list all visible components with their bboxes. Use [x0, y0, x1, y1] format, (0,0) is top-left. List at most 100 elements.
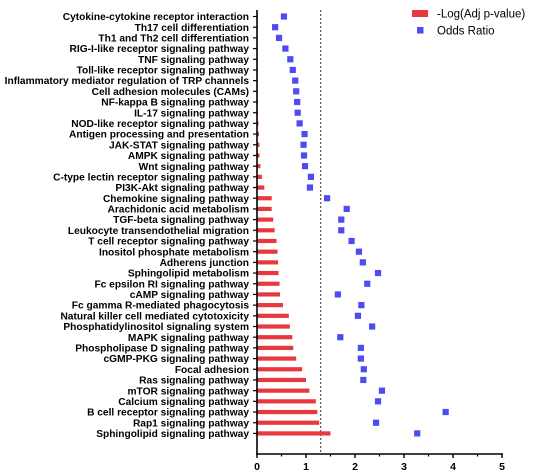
data-point: [289, 66, 296, 74]
data-point: [280, 13, 288, 20]
category-label: Rap1 signaling pathway: [133, 418, 249, 429]
x-tick-label: 1: [303, 461, 309, 473]
bar: [257, 292, 281, 297]
category-label: Leukocyte transendothelial migration: [68, 226, 249, 237]
x-tick-label: 5: [499, 461, 505, 473]
bar: [257, 303, 283, 308]
bar: [257, 164, 261, 169]
category-labels: Cytokine-cytokine receptor interactionTh…: [5, 12, 250, 440]
data-point: [360, 376, 367, 384]
category-label: Sphingolipid metabolism: [128, 269, 249, 280]
data-point: [287, 56, 294, 63]
category-label: Inflammatory mediator regulation of TRP …: [5, 76, 250, 87]
data-point: [357, 355, 364, 362]
data-point: [348, 237, 355, 245]
bar: [257, 313, 289, 318]
data-point: [306, 184, 314, 191]
category-label: cGMP-PKG signaling pathway: [104, 354, 250, 365]
bar: [257, 356, 297, 361]
bar: [257, 142, 260, 147]
data-point: [307, 173, 314, 180]
category-label: Fc epsilon RI signaling pathway: [94, 279, 249, 290]
category-label: Cytokine-cytokine receptor interaction: [63, 12, 249, 23]
category-label: NOD-like receptor signaling pathway: [71, 119, 249, 130]
category-label: mTOR signaling pathway: [127, 386, 249, 397]
bar: [257, 260, 279, 265]
bar: [257, 409, 318, 415]
category-label: Antigen processing and presentation: [69, 130, 249, 141]
data-point: [442, 408, 449, 416]
category-label: Adherens junction: [160, 258, 249, 269]
category-label: T cell receptor signaling pathway: [88, 237, 249, 248]
category-label: PI3K-Akt signaling pathway: [115, 183, 249, 194]
bar: [257, 399, 316, 404]
bar: [257, 281, 280, 286]
category-label: Th17 cell differentiation: [135, 23, 249, 34]
data-point: [378, 387, 386, 394]
bar: [257, 131, 259, 137]
data-point: [292, 77, 299, 84]
legend-label-bar: -Log(Adj p-value): [437, 9, 525, 21]
data-point: [338, 227, 345, 234]
category-label: Wnt signaling pathway: [139, 162, 250, 173]
bar-series: [257, 89, 331, 436]
data-point: [338, 216, 345, 223]
category-label: Cell adhesion molecules (CAMs): [92, 87, 249, 98]
data-point: [355, 248, 363, 255]
data-point: [300, 141, 307, 148]
category-label: Arachidonic acid metabolism: [107, 205, 249, 216]
category-label: C-type lectin receptor signaling pathway: [53, 172, 249, 183]
bar: [257, 249, 278, 254]
data-point: [358, 302, 365, 309]
category-label: Th1 and Th2 cell differentiation: [98, 33, 249, 44]
data-point: [374, 398, 382, 405]
bar: [257, 324, 290, 329]
bar: [257, 345, 294, 350]
bar: [257, 377, 306, 383]
bar: [257, 420, 320, 425]
bar: [257, 174, 262, 179]
x-tick-label: 0: [254, 461, 260, 473]
point-series: [272, 13, 449, 437]
data-point: [372, 419, 380, 426]
category-label: Inositol phosphate metabolism: [99, 247, 249, 258]
category-label: IL-17 signaling pathway: [134, 108, 249, 119]
data-point: [364, 280, 371, 287]
x-tick-label: 2: [352, 461, 358, 473]
legend-swatch-point: [417, 27, 424, 34]
category-label: B cell receptor signaling pathway: [87, 408, 249, 419]
category-label: Phospholipase D signaling pathway: [75, 343, 249, 354]
category-label: Natural killer cell mediated cytotoxicit…: [60, 311, 249, 322]
axes: 0 1 2 3 4 5: [253, 10, 505, 473]
data-point: [300, 152, 308, 159]
data-point: [275, 34, 283, 41]
data-point: [337, 334, 344, 341]
x-tick-label: 4: [450, 461, 456, 473]
bar: [257, 270, 279, 276]
data-point: [323, 195, 331, 202]
category-label: TGF-beta signaling pathway: [113, 215, 249, 226]
category-label: Fc gamma R-mediated phagocytosis: [72, 301, 250, 312]
category-label: TNF signaling pathway: [138, 55, 249, 66]
bar: [257, 153, 260, 158]
bar: [257, 206, 272, 212]
data-point: [293, 88, 300, 95]
category-label: JAK-STAT signaling pathway: [109, 140, 249, 151]
data-point: [414, 430, 421, 437]
category-label: MAPK signaling pathway: [128, 333, 249, 344]
category-label: Chemokine signaling pathway: [103, 194, 249, 205]
data-point: [296, 120, 303, 127]
bar: [257, 238, 277, 244]
data-point: [301, 130, 308, 138]
data-point: [357, 344, 364, 351]
data-point: [272, 24, 279, 31]
bar: [257, 431, 331, 436]
category-label: Phosphatidylinositol signaling system: [63, 322, 249, 333]
data-point: [343, 205, 350, 213]
data-point: [374, 269, 382, 277]
bar: [257, 388, 310, 393]
data-point: [294, 109, 301, 116]
data-point: [294, 98, 301, 106]
category-label: Calcium signaling pathway: [118, 397, 249, 408]
